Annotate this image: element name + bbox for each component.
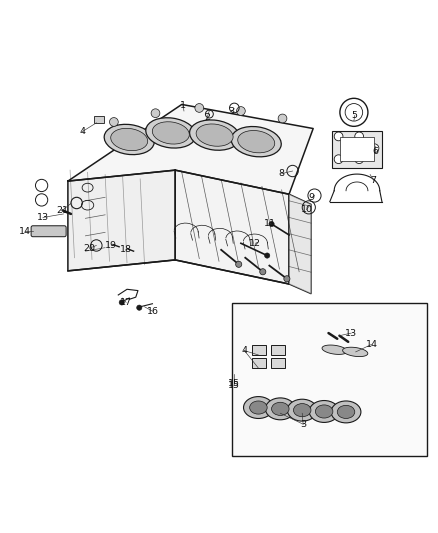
Text: 8: 8: [279, 169, 285, 178]
Ellipse shape: [104, 124, 154, 155]
Text: 15: 15: [228, 379, 240, 389]
Circle shape: [284, 276, 290, 282]
Ellipse shape: [238, 131, 275, 153]
Polygon shape: [322, 345, 347, 354]
Text: 7: 7: [371, 176, 377, 185]
Polygon shape: [175, 170, 289, 284]
Text: 3: 3: [300, 419, 306, 429]
FancyBboxPatch shape: [31, 226, 66, 237]
Polygon shape: [68, 170, 175, 271]
FancyBboxPatch shape: [271, 345, 285, 355]
Ellipse shape: [231, 126, 281, 157]
Bar: [332, 131, 382, 168]
Circle shape: [355, 155, 364, 164]
Text: 19: 19: [105, 241, 117, 250]
Circle shape: [119, 300, 124, 305]
Ellipse shape: [315, 405, 333, 418]
Text: 3: 3: [228, 107, 234, 116]
Circle shape: [137, 305, 142, 310]
Ellipse shape: [287, 399, 317, 421]
Text: 1: 1: [180, 101, 186, 110]
Text: 13: 13: [345, 328, 357, 337]
Circle shape: [151, 109, 160, 118]
Text: 4: 4: [241, 346, 247, 355]
Ellipse shape: [337, 405, 355, 418]
Ellipse shape: [272, 402, 289, 415]
Text: 14: 14: [365, 340, 378, 349]
Circle shape: [265, 253, 270, 258]
Polygon shape: [289, 194, 311, 294]
Text: 21: 21: [56, 206, 68, 215]
Text: 14: 14: [19, 227, 32, 236]
Ellipse shape: [244, 397, 273, 418]
Circle shape: [334, 132, 343, 141]
Text: 12: 12: [249, 239, 261, 248]
Ellipse shape: [265, 398, 295, 420]
Circle shape: [237, 107, 245, 115]
Text: 9: 9: [309, 193, 315, 202]
Ellipse shape: [250, 401, 267, 414]
Circle shape: [278, 114, 287, 123]
Bar: [340, 138, 374, 161]
Text: 15: 15: [227, 381, 240, 390]
Ellipse shape: [152, 122, 189, 144]
FancyBboxPatch shape: [94, 116, 104, 123]
Circle shape: [269, 221, 274, 227]
Text: 10: 10: [300, 205, 313, 214]
Text: 5: 5: [352, 111, 358, 120]
Polygon shape: [343, 347, 368, 357]
Circle shape: [355, 132, 364, 141]
Circle shape: [195, 103, 204, 112]
Circle shape: [334, 155, 343, 164]
Circle shape: [110, 118, 118, 126]
Ellipse shape: [190, 120, 240, 150]
Ellipse shape: [196, 124, 233, 146]
Ellipse shape: [111, 128, 148, 151]
Text: 6: 6: [372, 147, 378, 156]
Ellipse shape: [331, 401, 361, 423]
Text: 17: 17: [120, 298, 132, 307]
Text: 16: 16: [146, 306, 159, 316]
Text: 4: 4: [79, 127, 85, 136]
Ellipse shape: [146, 118, 196, 148]
FancyBboxPatch shape: [252, 359, 266, 368]
Circle shape: [260, 269, 266, 275]
Text: 20: 20: [84, 244, 96, 253]
Text: 18: 18: [120, 245, 132, 254]
Text: 2: 2: [204, 113, 210, 122]
Bar: [232, 303, 427, 456]
Text: 11: 11: [264, 219, 276, 228]
FancyBboxPatch shape: [252, 345, 266, 355]
Ellipse shape: [309, 400, 339, 423]
Circle shape: [236, 261, 242, 268]
Circle shape: [370, 144, 379, 152]
Text: 13: 13: [37, 213, 49, 222]
Ellipse shape: [293, 403, 311, 417]
Polygon shape: [68, 104, 313, 194]
FancyBboxPatch shape: [271, 359, 285, 368]
